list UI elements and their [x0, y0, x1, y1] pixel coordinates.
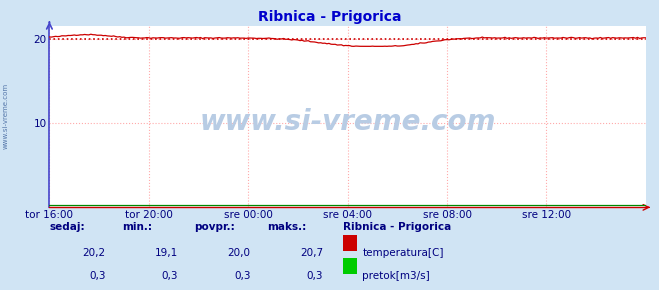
Text: Ribnica - Prigorica: Ribnica - Prigorica [258, 10, 401, 24]
Text: povpr.:: povpr.: [194, 222, 235, 232]
Text: 0,3: 0,3 [234, 271, 250, 281]
Text: sedaj:: sedaj: [49, 222, 85, 232]
Text: maks.:: maks.: [267, 222, 306, 232]
Text: pretok[m3/s]: pretok[m3/s] [362, 271, 430, 281]
Text: Ribnica - Prigorica: Ribnica - Prigorica [343, 222, 451, 232]
Text: temperatura[C]: temperatura[C] [362, 248, 444, 258]
Text: www.si-vreme.com: www.si-vreme.com [200, 108, 496, 136]
Text: 0,3: 0,3 [89, 271, 105, 281]
Text: min.:: min.: [122, 222, 152, 232]
Text: 20,7: 20,7 [300, 248, 323, 258]
Text: www.si-vreme.com: www.si-vreme.com [2, 83, 9, 149]
Text: 0,3: 0,3 [161, 271, 178, 281]
Text: 20,0: 20,0 [227, 248, 250, 258]
Text: 20,2: 20,2 [82, 248, 105, 258]
Text: 19,1: 19,1 [155, 248, 178, 258]
Text: 0,3: 0,3 [306, 271, 323, 281]
